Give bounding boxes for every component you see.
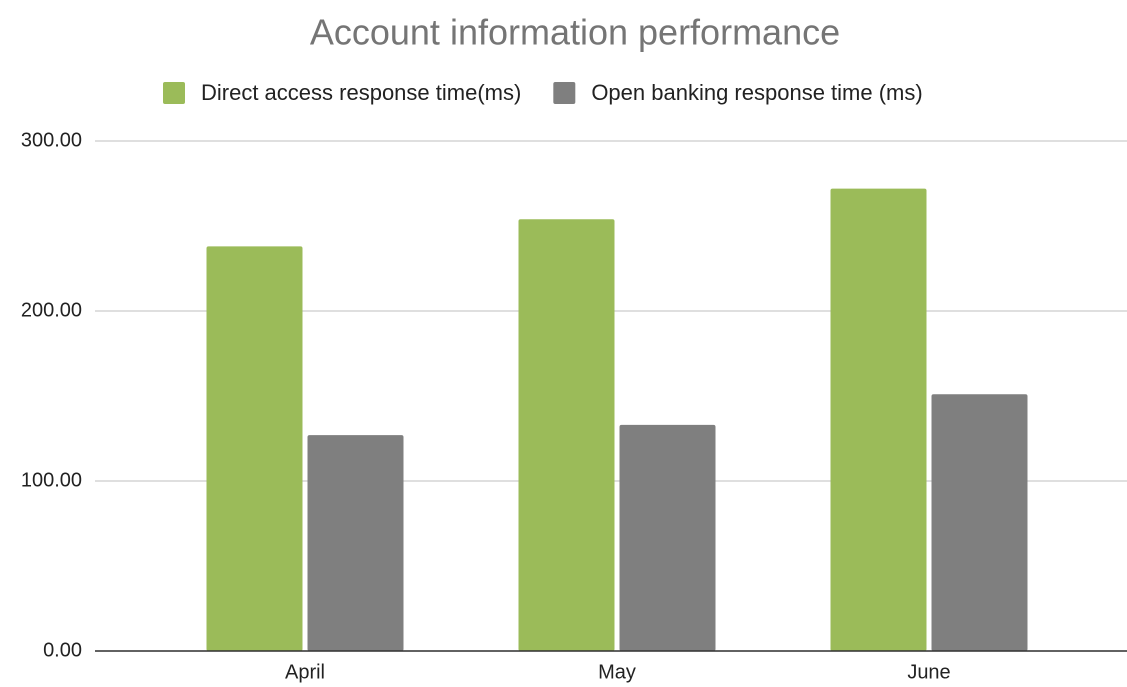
legend-swatch <box>163 82 185 104</box>
bar <box>206 246 303 651</box>
chart-title: Account information performance <box>310 12 840 53</box>
legend-label: Direct access response time(ms) <box>201 80 521 105</box>
x-tick-label: June <box>907 661 950 683</box>
bar <box>619 424 716 651</box>
bar <box>830 188 927 651</box>
y-tick-label: 0.00 <box>43 639 82 661</box>
y-tick-label: 100.00 <box>21 469 82 491</box>
x-tick-label: April <box>285 661 325 683</box>
x-tick-label: May <box>598 661 636 683</box>
y-tick-label: 200.00 <box>21 299 82 321</box>
legend-swatch <box>553 82 576 104</box>
bar <box>518 219 615 651</box>
bar <box>931 394 1028 651</box>
bar <box>307 435 404 651</box>
y-tick-label: 300.00 <box>21 129 82 151</box>
legend-label: Open banking response time (ms) <box>591 80 922 105</box>
